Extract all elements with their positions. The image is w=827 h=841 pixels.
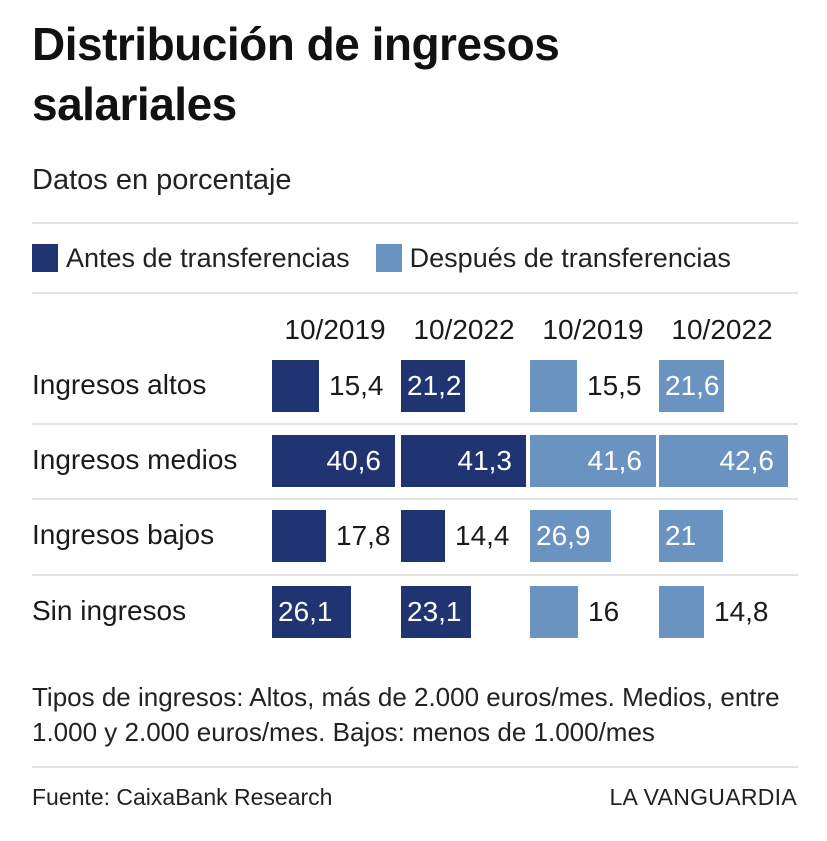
footnote: Tipos de ingresos: Altos, más de 2.000 e… xyxy=(32,682,780,747)
source-credit: Fuente: CaixaBank Research xyxy=(32,784,333,810)
divider xyxy=(32,292,798,294)
chart-subtitle: Datos en porcentaje xyxy=(32,164,292,196)
legend: Antes de transferencias Después de trans… xyxy=(32,240,757,276)
data-label: 21,6 xyxy=(665,370,720,401)
row-divider xyxy=(32,423,798,425)
bar xyxy=(272,435,395,487)
row-divider xyxy=(32,574,798,576)
brand-logo-text: LA VANGUARDIA xyxy=(609,784,797,810)
bar xyxy=(659,510,723,562)
bar xyxy=(659,586,704,638)
bar xyxy=(530,435,656,487)
legend-label-despues: Después de transferencias xyxy=(409,242,731,273)
row-label: Ingresos bajos xyxy=(32,519,215,550)
column-header: 10/2019 xyxy=(542,314,644,345)
bar xyxy=(401,510,445,562)
row-label: Ingresos medios xyxy=(32,444,238,475)
bar xyxy=(530,360,577,412)
data-label: 41,3 xyxy=(457,445,513,476)
data-label: 15,4 xyxy=(329,370,384,401)
legend-swatch-antes xyxy=(32,244,58,272)
bar xyxy=(401,435,526,487)
legend-label-antes: Antes de transferencias xyxy=(66,242,350,273)
data-label: 42,6 xyxy=(719,445,775,476)
column-header: 10/2022 xyxy=(671,314,773,345)
divider xyxy=(32,222,798,224)
data-label: 16 xyxy=(588,596,620,627)
data-label: 14,8 xyxy=(714,596,769,627)
column-header: 10/2022 xyxy=(413,314,515,345)
data-label: 21,2 xyxy=(407,370,462,401)
bar xyxy=(401,360,465,412)
data-label: 17,8 xyxy=(336,520,391,551)
bar xyxy=(659,435,788,487)
legend-swatch-despues xyxy=(375,244,402,272)
data-label: 21 xyxy=(665,520,697,551)
data-label: 23,1 xyxy=(407,596,462,627)
divider xyxy=(32,766,798,768)
row-label: Sin ingresos xyxy=(32,595,187,626)
row-divider xyxy=(32,498,798,500)
bar xyxy=(272,510,326,562)
bar xyxy=(530,586,578,638)
bar xyxy=(272,586,351,638)
row-label: Ingresos altos xyxy=(32,369,207,400)
data-label: 26,9 xyxy=(536,520,591,551)
data-label: 40,6 xyxy=(326,445,382,476)
chart-title: Distribución de ingresos salariales xyxy=(32,18,560,130)
data-label: 26,1 xyxy=(278,596,333,627)
data-label: 41,6 xyxy=(587,445,643,476)
bar xyxy=(272,360,319,412)
bar xyxy=(659,360,724,412)
bar xyxy=(530,510,611,562)
legend-item-despues: Después de transferencias xyxy=(375,242,731,274)
bar xyxy=(401,586,471,638)
data-label: 14,4 xyxy=(455,520,510,551)
column-header: 10/2019 xyxy=(284,314,386,345)
legend-item-antes: Antes de transferencias xyxy=(32,243,350,274)
data-label: 15,5 xyxy=(587,370,642,401)
